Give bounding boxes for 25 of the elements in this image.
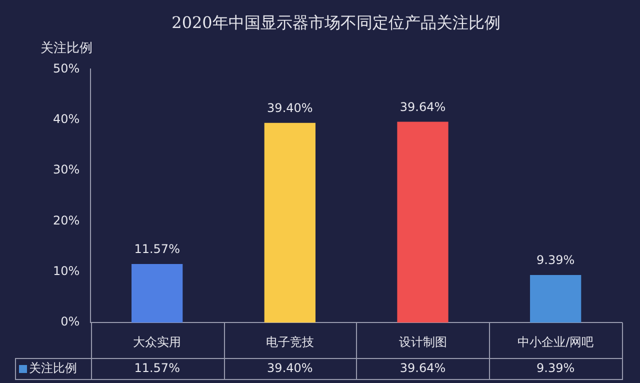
- y-tick-label: 20%: [53, 213, 80, 228]
- chart-title: 2020年中国显示器市场不同定位产品关注比例: [172, 12, 500, 32]
- bar: [530, 275, 582, 323]
- data-label: 39.40%: [267, 361, 313, 376]
- x-tick-label: 中小企业/网吧: [518, 334, 594, 349]
- x-tick-label: 大众实用: [133, 334, 182, 349]
- x-tick-label: 电子竞技: [266, 334, 314, 349]
- text: 9.39%: [536, 253, 575, 268]
- bar: [264, 122, 316, 323]
- text: 39.64%: [400, 100, 446, 114]
- x-tick-label: 设计制图: [398, 334, 447, 349]
- y-tick-label: 10%: [53, 264, 80, 278]
- y-axis-title: 关注比例: [40, 41, 93, 56]
- y-tick-label: 30%: [53, 162, 80, 177]
- bar: [132, 264, 183, 323]
- text: 39.40%: [267, 101, 313, 116]
- legend-label: 关注比例: [29, 361, 77, 376]
- bar: [397, 122, 448, 323]
- y-tick-label: 0%: [60, 314, 80, 329]
- data-label: 9.39%: [536, 361, 575, 376]
- text: 11.57%: [134, 242, 180, 256]
- data-label: 39.64%: [400, 361, 446, 376]
- y-tick-label: 40%: [53, 112, 80, 126]
- data-label: 11.57%: [134, 361, 180, 376]
- y-tick-label: 50%: [53, 61, 80, 76]
